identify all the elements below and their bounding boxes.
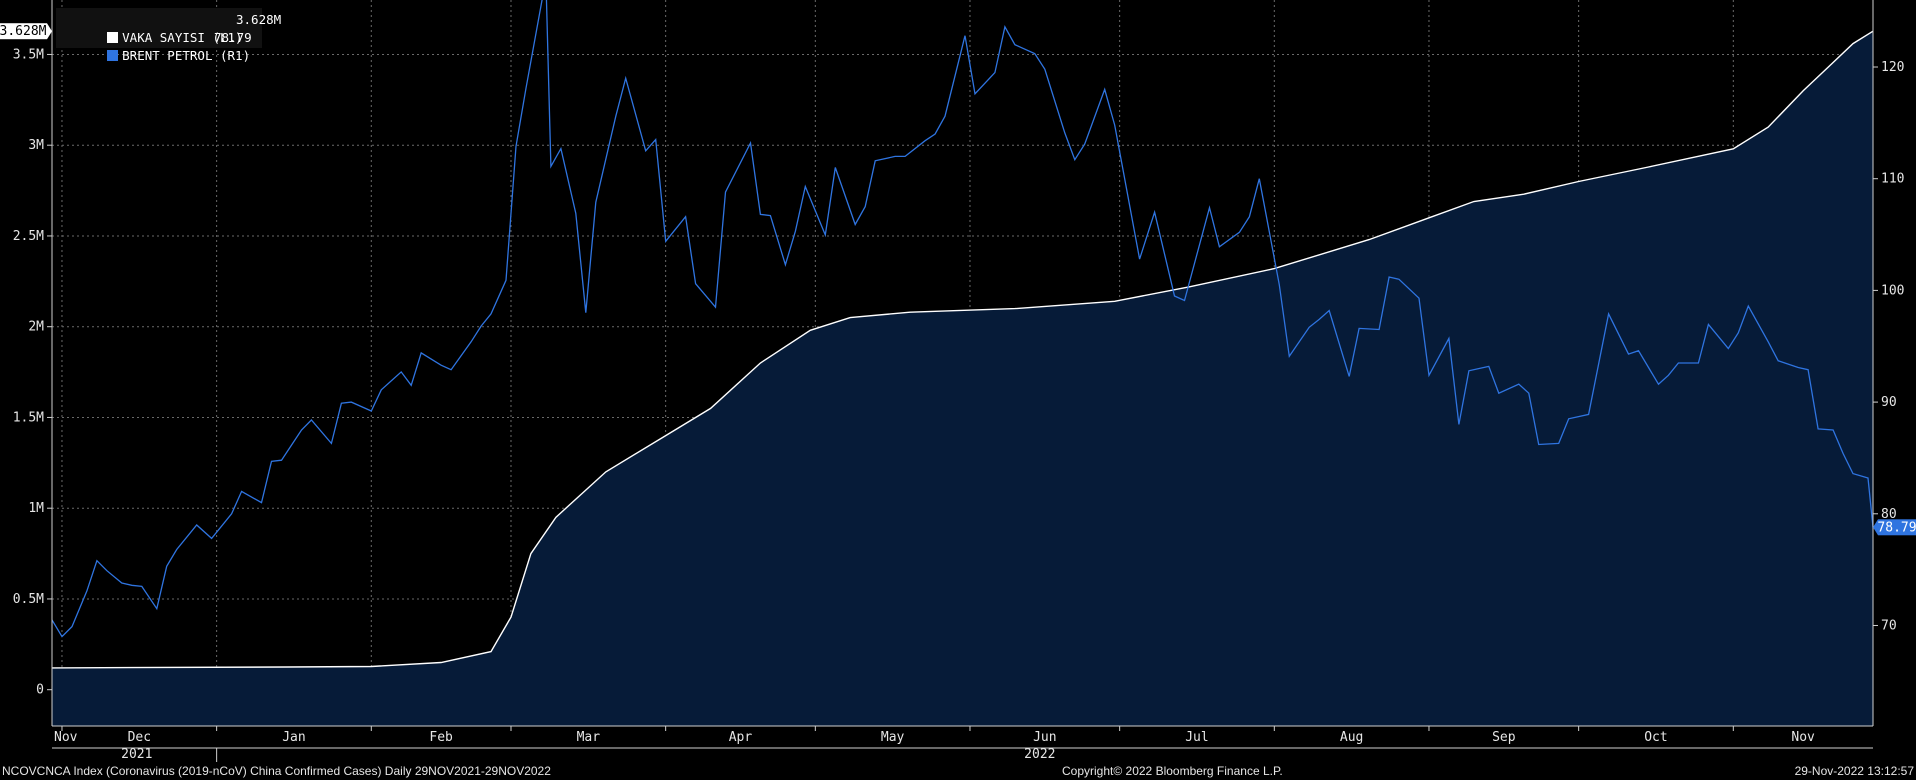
x-tick-label: May <box>881 730 905 745</box>
left-tick-label: 0 <box>36 683 44 698</box>
left-value-tag-label: 3.628M <box>0 24 47 39</box>
right-tick-label: 100 <box>1881 283 1904 298</box>
legend-swatch-cases <box>107 32 119 43</box>
left-value-tag <box>0 23 47 40</box>
legend: VAKA SAYISI (L1) 3.628M BRENT PETROL (R1… <box>56 8 281 63</box>
left-tick-label: 2M <box>28 320 44 335</box>
legend-item-brent: BRENT PETROL (R1) <box>62 29 250 63</box>
year-label: 2021 <box>121 747 152 762</box>
legend-value-cases: 3.628M <box>236 12 282 27</box>
right-value-tag-arrow <box>1873 519 1878 536</box>
left-value-tag-arrow <box>47 23 52 40</box>
legend-item-cases: VAKA SAYISI (L1) <box>62 11 243 45</box>
legend-label-cases: VAKA SAYISI (L1) <box>122 30 243 45</box>
x-tick-label: Nov <box>54 730 78 745</box>
right-tick-label: 90 <box>1881 395 1897 410</box>
cases-area-fill <box>52 31 1873 726</box>
left-tick-label: 2.5M <box>13 229 44 244</box>
x-tick-label: Jan <box>282 730 305 745</box>
axes <box>47 0 1878 762</box>
brent-line <box>51 0 1874 638</box>
footer-source: NCOVCNCA Index (Coronavirus (2019-nCoV) … <box>2 764 551 778</box>
right-value-tag <box>1878 519 1916 536</box>
x-tick-label: Jun <box>1033 730 1056 745</box>
x-tick-label: Sep <box>1492 730 1516 745</box>
x-tick-label: Oct <box>1644 730 1667 745</box>
left-tick-label: 1M <box>28 501 44 516</box>
x-tick-label: Dec <box>128 730 151 745</box>
right-tick-label: 70 <box>1881 618 1897 633</box>
left-tick-label: 3.5M <box>13 47 44 62</box>
year-label: 2022 <box>1024 747 1055 762</box>
legend-swatch-brent <box>107 50 119 61</box>
cases-area <box>52 31 1873 726</box>
tick-labels: 0 0.5M 1M 1.5M 2M 2.5M 3M 3.5M 70 80 90 100 110 120 No… <box>13 47 1905 762</box>
left-tick-label: 1.5M <box>13 410 44 425</box>
left-tick-label: 0.5M <box>13 592 44 607</box>
footer-copyright: Copyright© 2022 Bloomberg Finance L.P. <box>1062 764 1283 778</box>
footer-timestamp: 29-Nov-2022 13:12:57 <box>1795 764 1915 778</box>
legend-value-brent: 78.79 <box>214 30 252 45</box>
right-tick-label: 80 <box>1881 507 1897 522</box>
right-tick-label: 110 <box>1881 172 1904 187</box>
legend-label-brent: BRENT PETROL (R1) <box>122 48 251 63</box>
right-value-tag-label: 78.79 <box>1877 520 1916 535</box>
cases-line <box>51 30 1874 669</box>
right-tick-label: 120 <box>1881 60 1904 75</box>
x-tick-label: Feb <box>429 730 453 745</box>
footer: NCOVCNCA Index (Coronavirus (2019-nCoV) … <box>2 764 1914 778</box>
x-tick-label: Nov <box>1791 730 1815 745</box>
x-tick-label: Aug <box>1340 730 1363 745</box>
left-tick-label: 3M <box>28 138 44 153</box>
last-value-tags: 3.628M 78.79 <box>0 23 1916 536</box>
x-tick-label: Mar <box>577 730 601 745</box>
x-tick-label: Jul <box>1185 730 1208 745</box>
series-lines <box>51 0 1874 669</box>
x-tick-label: Apr <box>729 730 753 745</box>
